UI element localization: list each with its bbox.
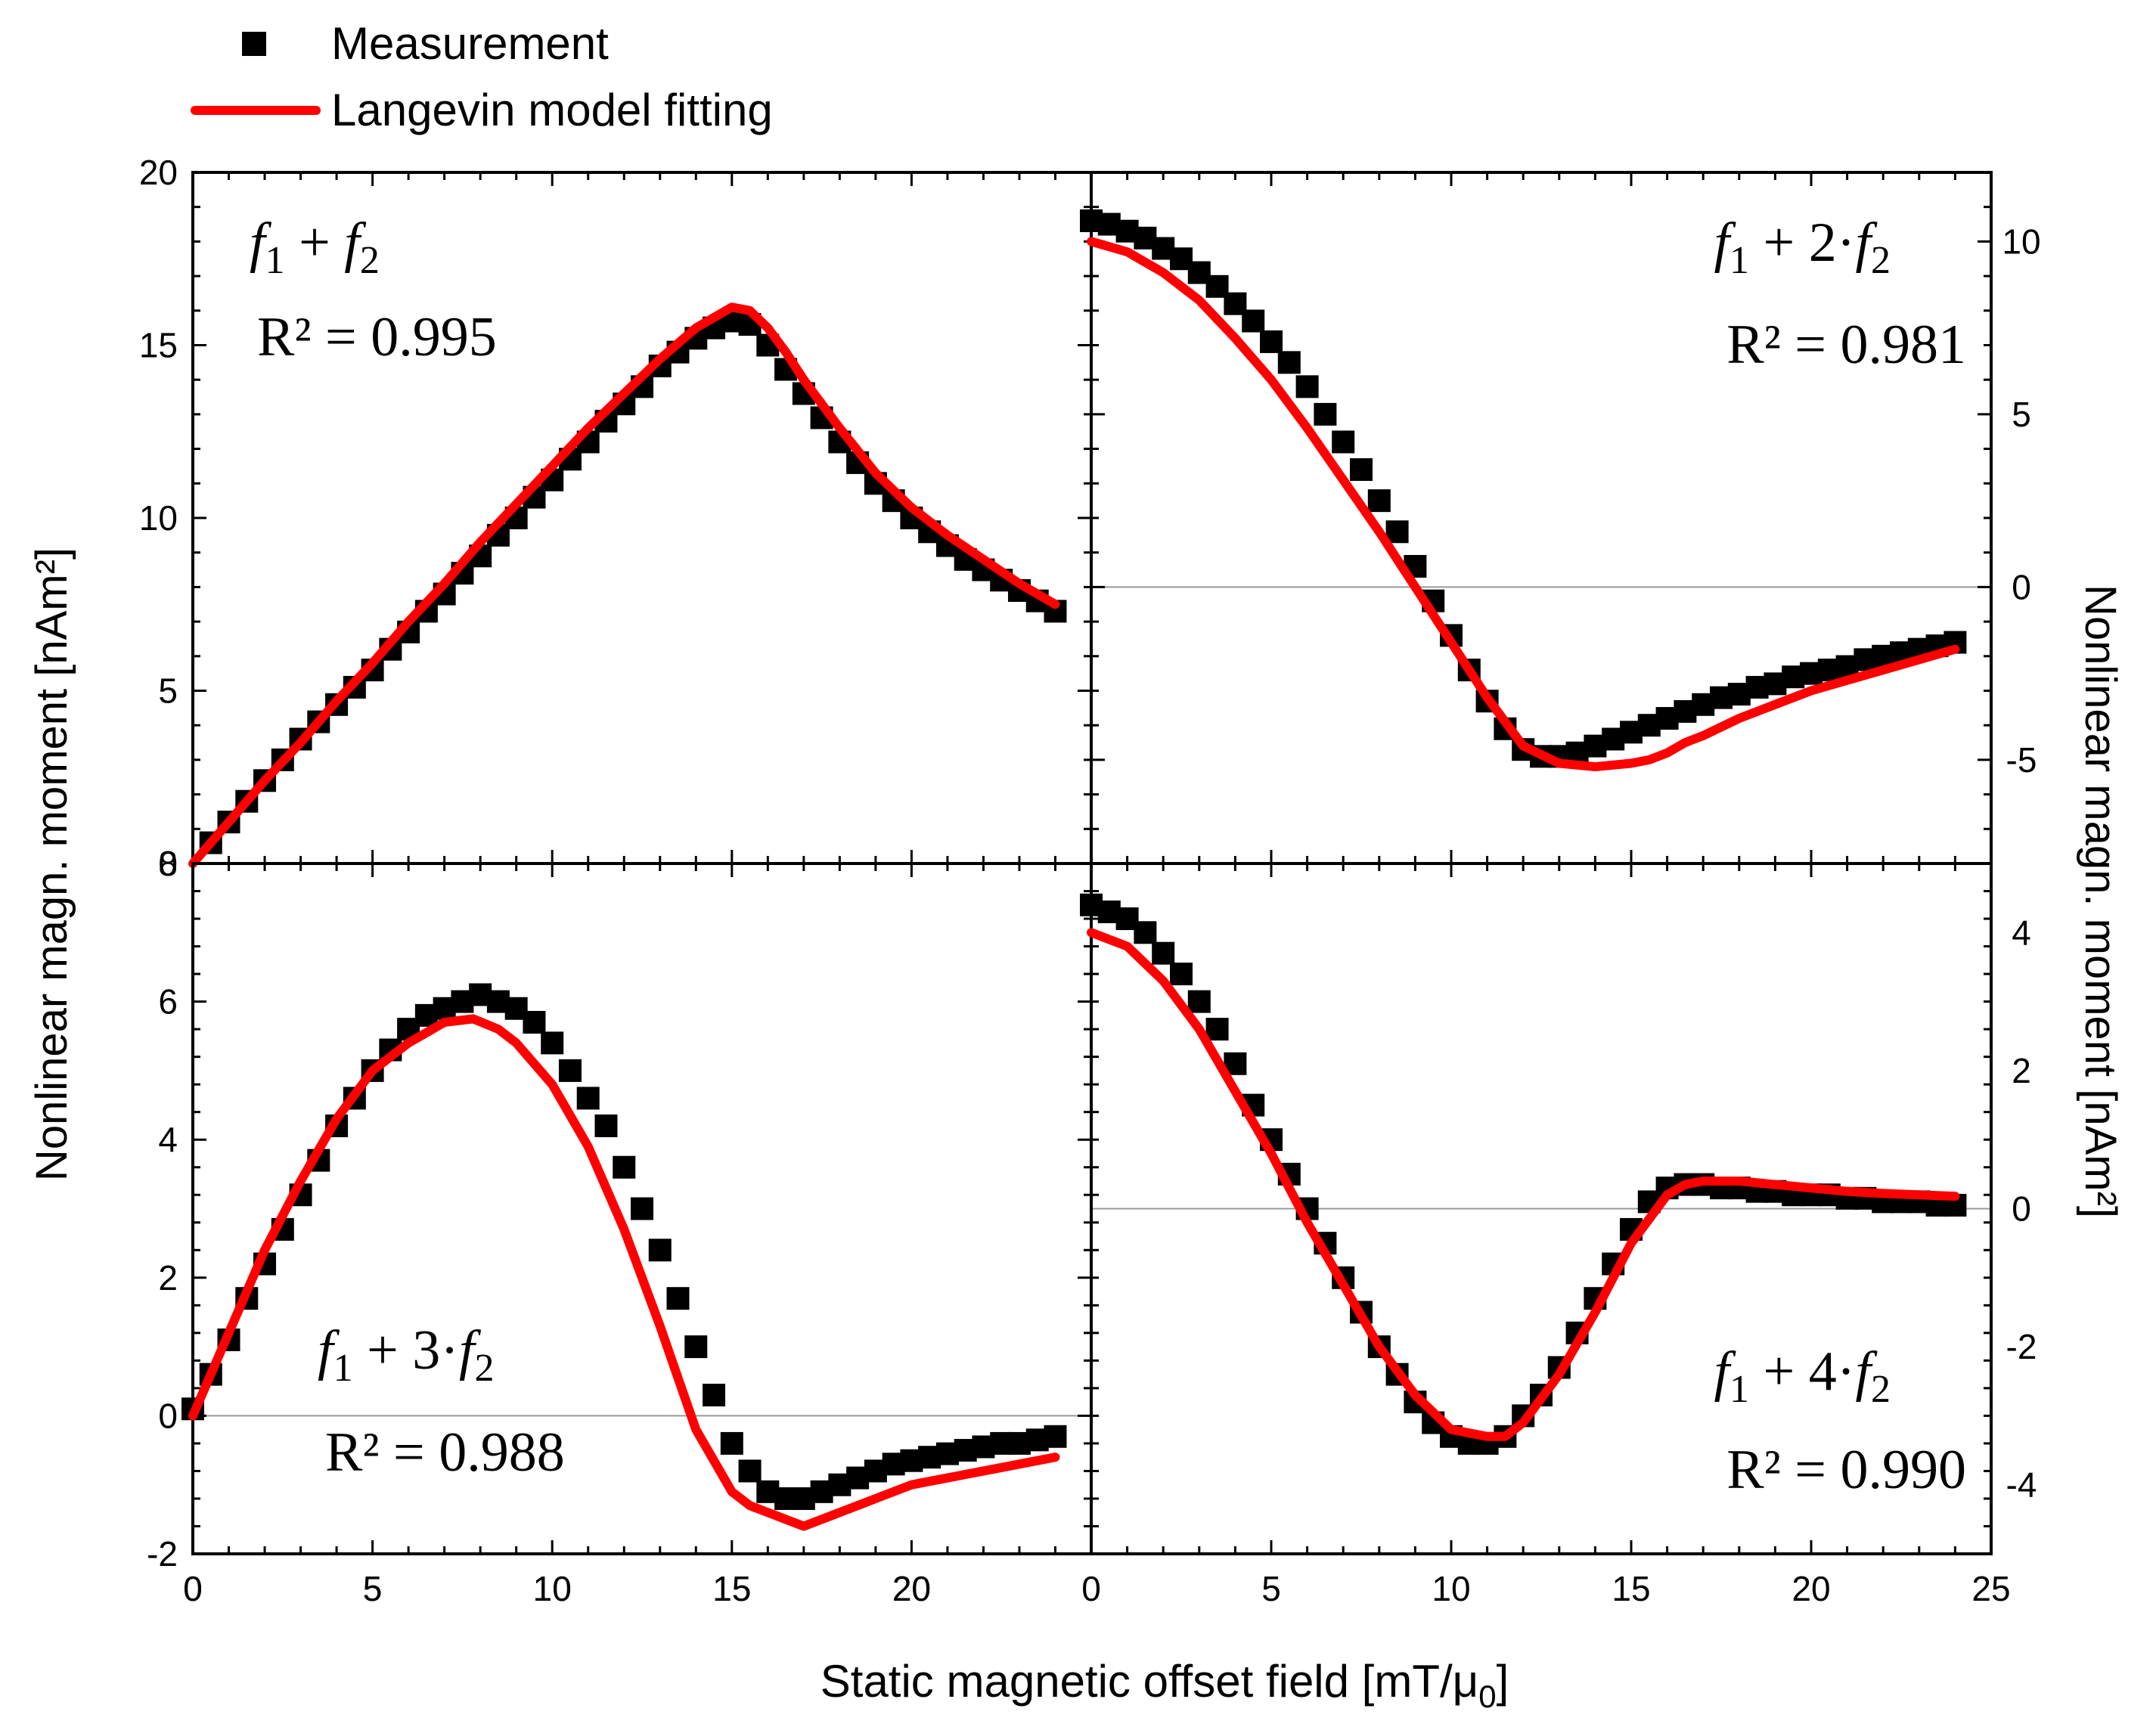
panel-r2-label: R² = 0.990 — [1726, 1439, 1966, 1501]
fit-line — [1087, 928, 1960, 1441]
x-tick-label: 20 — [892, 1569, 931, 1608]
y-tick-label: 8 — [158, 844, 178, 883]
y-tick-label: 10 — [2002, 222, 2040, 261]
measurement-point — [1350, 458, 1373, 482]
measurement-point — [1152, 941, 1175, 965]
panel-bottom-right: 0 5 10 15 20 25 -4 -2 0 2 4 f1 + 4·f2 R² = 0.990 — [1080, 862, 2037, 1608]
measurement-point — [1367, 489, 1391, 513]
x-tick-label: 15 — [712, 1569, 751, 1608]
x-tick-label: 10 — [533, 1569, 572, 1608]
x-tick-label: 25 — [1971, 1569, 2010, 1608]
measurement-point — [703, 1384, 726, 1407]
panel-frame — [191, 171, 1093, 865]
x-tick-label: 10 — [1432, 1569, 1470, 1608]
y-tick-label: 5 — [158, 671, 178, 711]
measurement-point — [613, 1155, 636, 1179]
x-axis-label-subscript: 0 — [1478, 1679, 1496, 1714]
y-tick-label: 0 — [158, 1396, 178, 1435]
measurement-point — [631, 1197, 653, 1220]
y-tick-label: -2 — [147, 1534, 178, 1574]
legend-measurement-marker — [242, 32, 266, 56]
fit-line — [188, 1014, 1060, 1531]
y-tick-label: -2 — [2006, 1327, 2037, 1366]
x-tick-label: 15 — [712, 1569, 751, 1608]
panel-frame — [1090, 862, 1993, 1555]
y-tick-label: 6 — [158, 982, 178, 1022]
panel-top-right: -5 0 5 10 f1 + 2·f2 R² = 0.981 — [1080, 171, 2041, 865]
measurement-point — [648, 1239, 672, 1262]
legend-fit-label: Langevin model fitting — [331, 85, 773, 135]
measurement-point — [1295, 375, 1319, 398]
measurement-point — [1277, 351, 1301, 374]
y-tick-label: 0 — [2012, 1189, 2031, 1229]
panel-r2-label: R² = 0.995 — [257, 306, 497, 368]
y-tick-label: 4 — [2012, 913, 2031, 952]
fit-line — [1087, 237, 1960, 772]
measurement-point — [558, 1059, 582, 1082]
measurement-point — [1242, 309, 1265, 333]
x-tick-label: 5 — [363, 1569, 383, 1608]
panel-frequency-label: f1 + 4·f2 — [1714, 1341, 1891, 1411]
measurement-point — [666, 1287, 690, 1310]
y-tick-label: 0 — [2012, 567, 2031, 606]
measurement-point — [1314, 402, 1337, 426]
measurement-point — [684, 1335, 708, 1359]
x-tick-label: 20 — [892, 1569, 931, 1608]
legend-measurement-label: Measurement — [331, 18, 609, 69]
x-tick-label: 5 — [363, 1569, 383, 1608]
y-axis-label-left: Nonlinear magn. moment [nAm²] — [27, 547, 76, 1181]
measurement-point — [594, 1114, 618, 1137]
y-tick-label: 4 — [158, 1120, 178, 1159]
fit-line — [188, 302, 1060, 868]
measurement-point — [1187, 990, 1211, 1013]
measurement-point — [1134, 921, 1157, 944]
measurement-point — [541, 1031, 564, 1055]
y-axis-label-right: Nonlinear magn. moment [nAm²] — [2076, 584, 2125, 1218]
panel-frequency-label: f1 + 2·f2 — [1714, 212, 1891, 282]
panel-r2-label: R² = 0.988 — [325, 1422, 565, 1484]
measurement-point — [576, 1087, 600, 1110]
y-tick-label: 2 — [158, 1258, 178, 1298]
x-tick-label: 5 — [1261, 1569, 1281, 1608]
y-tick-label: 20 — [139, 153, 178, 192]
x-tick-label: 0 — [183, 1569, 203, 1608]
x-tick-label: 10 — [533, 1569, 572, 1608]
legend: Measurement Langevin model fitting — [191, 18, 773, 135]
x-tick-label: 0 — [183, 1569, 203, 1608]
y-tick-label: -5 — [2006, 740, 2037, 780]
measurement-point — [1332, 430, 1355, 454]
measurement-point — [1260, 330, 1283, 353]
y-tick-label: 15 — [139, 326, 178, 365]
y-tick-label: 5 — [2012, 395, 2031, 434]
x-tick-label: 15 — [1612, 1569, 1650, 1608]
panel-r2-label: R² = 0.981 — [1726, 314, 1966, 376]
y-tick-label: 0 — [158, 844, 178, 883]
measurement-point — [523, 1010, 546, 1034]
y-tick-label: -4 — [2006, 1465, 2037, 1505]
measurement-point — [1044, 1425, 1067, 1448]
y-tick-label: 2 — [2012, 1051, 2031, 1090]
x-tick-label: 20 — [1791, 1569, 1830, 1608]
panel-frequency-label: f1 + 3·f2 — [318, 1319, 495, 1390]
measurement-point — [738, 1459, 762, 1483]
x-tick-label: 0 — [1081, 1569, 1101, 1608]
measurement-point — [1205, 1018, 1229, 1041]
panel-frequency-label: f1 + f2 — [250, 212, 380, 282]
measurement-point — [1385, 520, 1409, 544]
measurement-point — [720, 1431, 743, 1455]
x-axis-label: Static magnetic offset field [mT/μ0] — [821, 1656, 1509, 1714]
y-tick-label: 10 — [139, 498, 178, 538]
measurement-point — [1170, 963, 1193, 986]
